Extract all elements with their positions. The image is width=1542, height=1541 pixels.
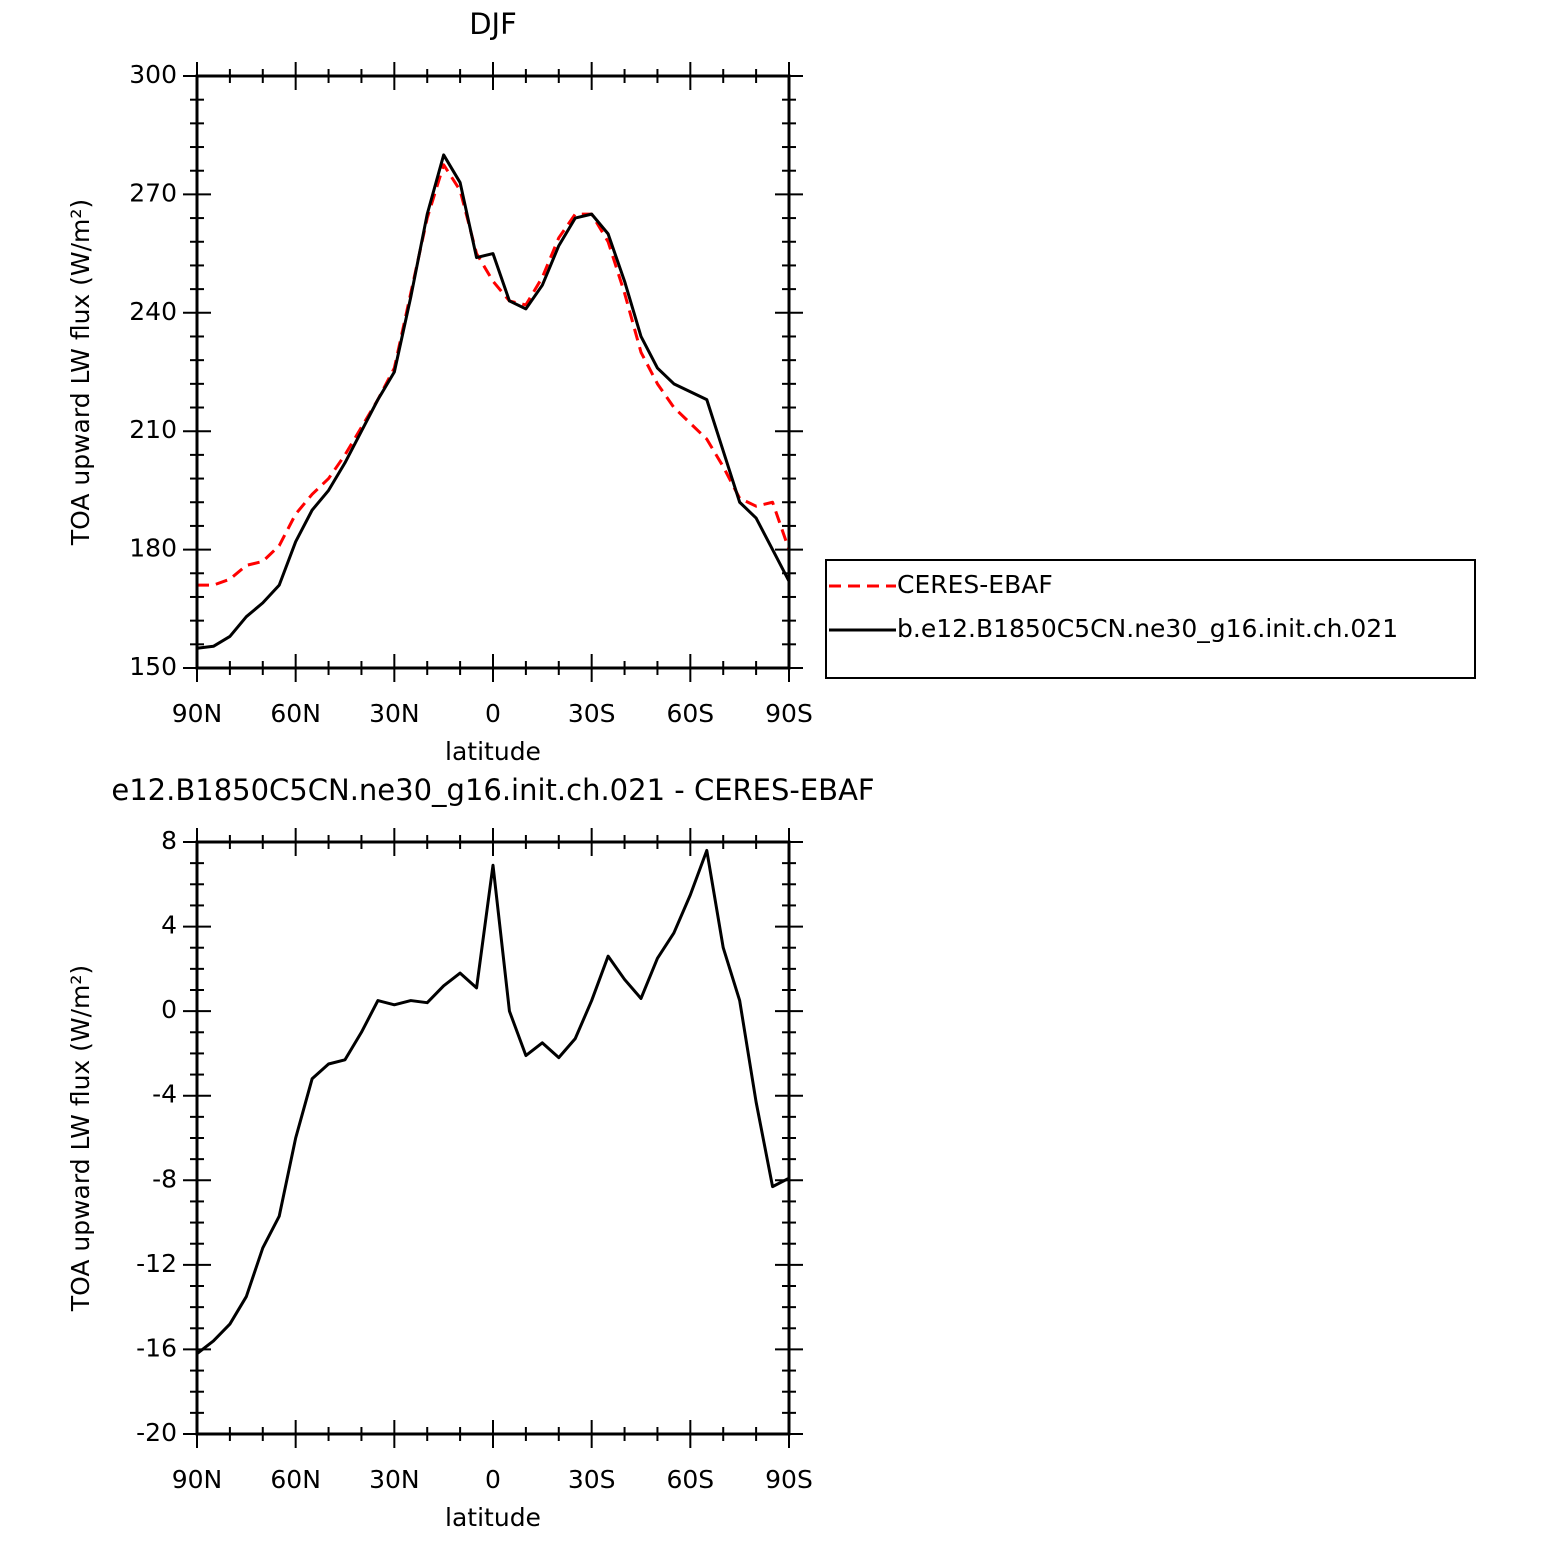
y-tick-label: 240 [129,297,177,326]
y-axis-label: TOA upward LW flux (W/m²) [66,965,95,1312]
x-tick-label: 90N [172,699,223,728]
plot-frame [195,840,791,1436]
y-tick-label: 270 [129,178,177,207]
chart-title: DJF [469,7,517,41]
y-tick-label: -12 [136,1249,177,1278]
y-tick-label: -4 [152,1080,177,1109]
x-tick-label: 0 [485,1465,501,1494]
y-tick-label: -16 [136,1333,177,1362]
y-axis-label: TOA upward LW flux (W/m²) [66,199,95,546]
x-tick-label: 60S [666,1465,714,1494]
y-tick-label: 150 [129,652,177,681]
y-tick-label: -20 [136,1418,177,1447]
y-tick-label: 180 [129,534,177,563]
data-line [196,848,790,1355]
x-tick-label: 90S [765,1465,813,1494]
y-tick-label: 4 [161,911,177,940]
y-tick-label: 300 [129,60,177,89]
legend-label: b.e12.B1850C5CN.ne30_g16.init.ch.021 [897,614,1398,643]
x-tick-label: 60N [270,699,321,728]
data-line [196,153,791,650]
x-axis-label: latitude [445,1503,541,1532]
x-tick-label: 90N [172,1465,223,1494]
x-tick-label: 30N [369,699,420,728]
legend: CERES-EBAF b.e12.B1850C5CN.ne30_g16.init.… [825,559,1476,679]
plot-frame [195,74,791,670]
x-axis-label: latitude [445,737,541,766]
x-tick-label: 0 [485,699,501,728]
x-tick-label: 60S [666,699,714,728]
data-line [197,163,791,587]
chart-title: e12.B1850C5CN.ne30_g16.init.ch.021 - CER… [111,773,874,807]
y-tick-label: 8 [161,826,177,855]
x-tick-label: 30S [568,699,616,728]
x-tick-label: 30S [568,1465,616,1494]
chart: e12.B1850C5CN.ne30_g16.init.ch.021 - CER… [66,773,875,1532]
legend-label: CERES-EBAF [897,570,1053,599]
y-tick-label: 210 [129,415,177,444]
y-tick-label: 0 [161,995,177,1024]
legend-box [825,559,1476,679]
x-tick-label: 30N [369,1465,420,1494]
x-tick-label: 60N [270,1465,321,1494]
chart: DJF 150 180 210 240 270 300 90N 60N 30N 0 30S 60S 90S… [66,7,1476,766]
y-tick-label: -8 [152,1164,177,1193]
x-tick-label: 90S [765,699,813,728]
